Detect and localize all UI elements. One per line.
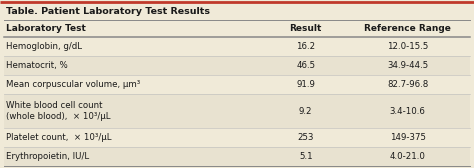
Text: 91.9: 91.9: [296, 80, 315, 89]
Text: 149-375: 149-375: [390, 133, 426, 142]
Bar: [4, 147, 470, 166]
Text: 12.0-15.5: 12.0-15.5: [387, 42, 428, 51]
Text: Laboratory Test: Laboratory Test: [6, 24, 86, 33]
Text: 34.9-44.5: 34.9-44.5: [387, 61, 428, 70]
Bar: [4, 20, 470, 37]
Text: Table. Patient Laboratory Test Results: Table. Patient Laboratory Test Results: [6, 7, 210, 15]
Text: White blood cell count
(whole blood),  × 10³/μL: White blood cell count (whole blood), × …: [6, 101, 110, 121]
Text: 46.5: 46.5: [296, 61, 315, 70]
Text: 253: 253: [298, 133, 314, 142]
Text: Platelet count,  × 10³/μL: Platelet count, × 10³/μL: [6, 133, 111, 142]
Bar: [4, 75, 470, 94]
Bar: [4, 128, 470, 147]
Text: Hemoglobin, g/dL: Hemoglobin, g/dL: [6, 42, 82, 51]
Bar: [4, 37, 470, 56]
Text: Reference Range: Reference Range: [364, 24, 451, 33]
Text: Erythropoietin, IU/L: Erythropoietin, IU/L: [6, 152, 89, 161]
Bar: [4, 56, 470, 75]
Bar: [4, 94, 470, 128]
Text: 82.7-96.8: 82.7-96.8: [387, 80, 428, 89]
Text: 3.4-10.6: 3.4-10.6: [390, 107, 426, 116]
Text: Hematocrit, %: Hematocrit, %: [6, 61, 67, 70]
Text: 16.2: 16.2: [296, 42, 315, 51]
Text: 5.1: 5.1: [299, 152, 312, 161]
Text: 9.2: 9.2: [299, 107, 312, 116]
Text: 4.0-21.0: 4.0-21.0: [390, 152, 426, 161]
Text: Mean corpuscular volume, μm³: Mean corpuscular volume, μm³: [6, 80, 140, 89]
Text: Result: Result: [290, 24, 322, 33]
